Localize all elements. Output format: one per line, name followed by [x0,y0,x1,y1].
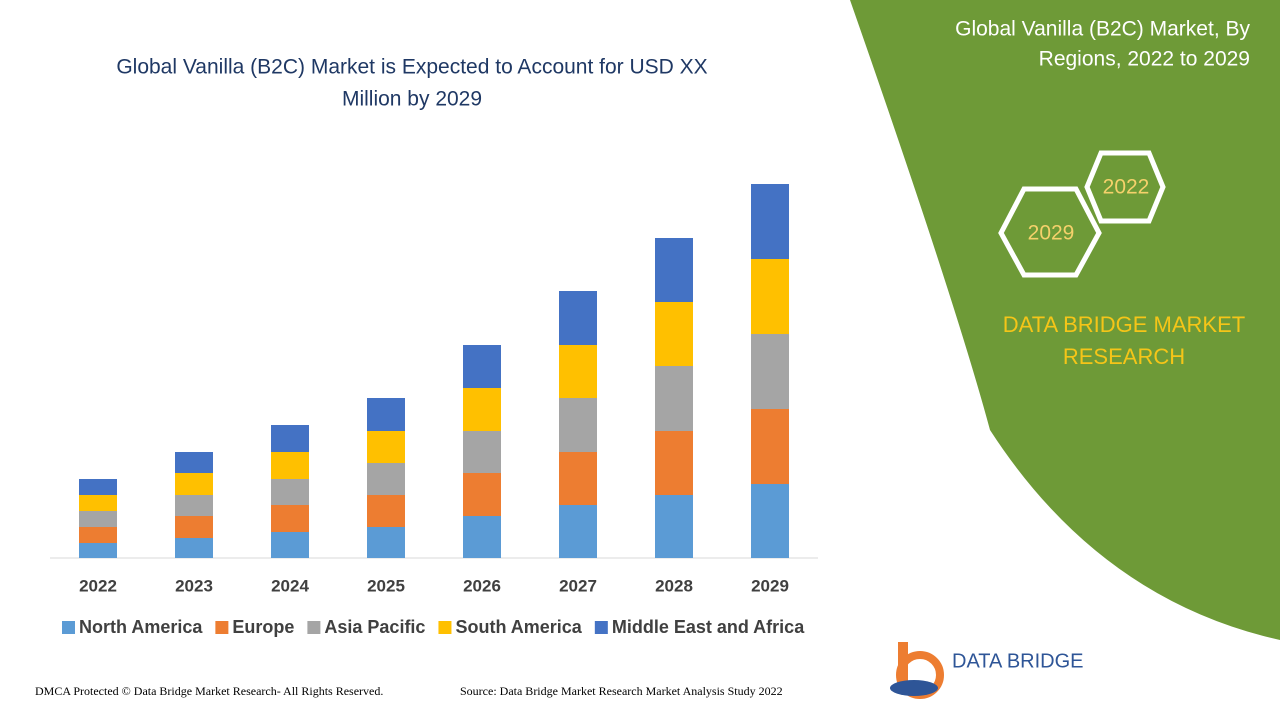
bar-segment [367,398,405,431]
bar-segment [271,425,309,452]
bar-segment [367,527,405,558]
hex-label: 2029 [1028,222,1075,245]
green-panel [850,0,1280,640]
bar-segment [79,543,117,558]
hex-label: 2022 [1103,176,1150,199]
bar-segment [751,484,789,558]
bar-segment [463,431,501,473]
panel-title: Regions, 2022 to 2029 [1039,48,1250,71]
bar-segment [367,495,405,527]
bar-segment [175,452,213,473]
bar-segment [175,473,213,495]
bar-segment [655,431,693,495]
x-tick-label: 2026 [463,576,501,595]
hexagon [1084,150,1166,224]
legend-label: South America [455,617,582,637]
bar-segment [751,259,789,334]
bar-segment [271,479,309,505]
bar-segment [79,495,117,511]
chart-title: Million by 2029 [342,88,482,111]
bar-segment [655,366,693,431]
bar-segment [271,452,309,479]
legend-label: Europe [232,617,294,637]
bar-segment [751,184,789,259]
legend-swatch [215,621,229,634]
brand-text: DATA BRIDGE MARKET [1003,312,1245,337]
bar-segment [175,516,213,538]
bar-segment [751,409,789,484]
bar-segment [271,505,309,532]
legend-label: Asia Pacific [324,617,425,637]
x-tick-label: 2027 [559,576,597,595]
x-tick-label: 2024 [271,576,309,595]
bar-segment [175,538,213,558]
x-tick-label: 2022 [79,576,117,595]
bar-segment [655,302,693,366]
bar-segment [463,388,501,431]
x-tick-label: 2023 [175,576,213,595]
x-tick-label: 2028 [655,576,693,595]
footer-text: DMCA Protected © Data Bridge Market Rese… [35,684,383,698]
legend-swatch [307,621,321,634]
hexagon [998,186,1102,278]
legend-swatch [594,621,608,634]
bar-segment [559,398,597,452]
chart-title: Global Vanilla (B2C) Market is Expected … [116,56,707,79]
footer-text: Source: Data Bridge Market Research Mark… [460,684,783,698]
bar-segment [367,463,405,495]
bar-segment [79,527,117,543]
legend-swatch [438,621,452,634]
bar-segment [175,495,213,516]
legend-swatch [62,621,75,634]
bar-segment [79,479,117,495]
panel-title: Global Vanilla (B2C) Market, By [955,18,1250,41]
logo-text: DATA BRIDGE [952,650,1084,672]
bar-segment [655,495,693,558]
bar-segment [559,452,597,505]
bar-segment [559,291,597,345]
bar-segment [751,334,789,409]
logo-shape [890,680,938,696]
brand-text: RESEARCH [1063,344,1185,369]
logo: DATA BRIDGE [890,642,1084,699]
bar-segment [271,532,309,558]
bar-segment [463,345,501,388]
bar-segment [463,516,501,558]
legend-label: Middle East and Africa [612,617,805,637]
x-tick-label: 2025 [367,576,405,595]
x-tick-label: 2029 [751,576,789,595]
legend-label: North America [79,617,203,637]
bar-segment [559,345,597,398]
bar-segment [655,238,693,302]
bar-segment [79,511,117,527]
bar-segment [367,431,405,463]
bar-segment [559,505,597,558]
bar-segment [463,473,501,516]
